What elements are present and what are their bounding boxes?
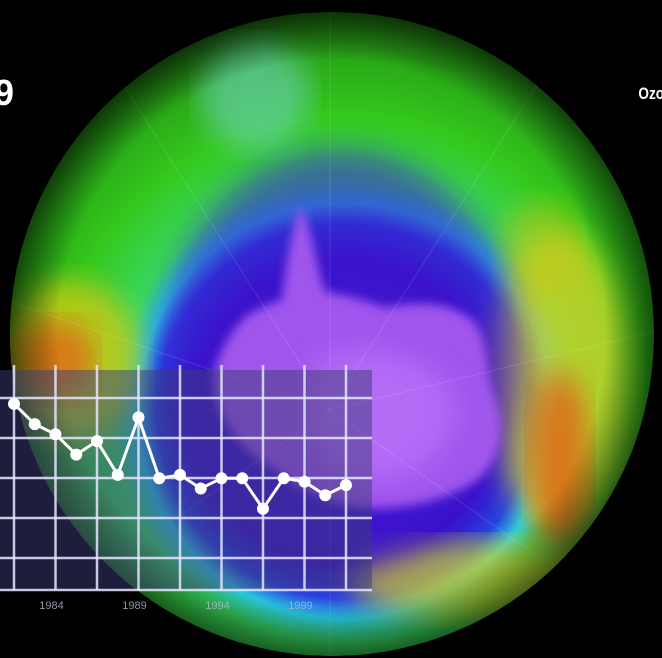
data-point bbox=[111, 468, 124, 481]
data-point bbox=[319, 489, 332, 502]
data-point bbox=[70, 448, 83, 461]
data-point bbox=[277, 472, 290, 485]
data-point bbox=[28, 418, 41, 431]
x-tick-label: 1984 bbox=[39, 600, 63, 612]
data-point bbox=[49, 428, 62, 441]
title-fragment-left: 9 bbox=[0, 72, 16, 113]
chart-x-axis: 1984 1989 1994 1999 bbox=[39, 600, 312, 612]
data-point bbox=[298, 475, 311, 488]
chart-series bbox=[8, 397, 352, 515]
data-point bbox=[132, 411, 145, 424]
x-tick-label: 1994 bbox=[205, 600, 229, 612]
chart-grid bbox=[0, 365, 372, 592]
data-point bbox=[8, 397, 20, 410]
title-fragment-right: Ozo bbox=[638, 84, 662, 103]
data-point bbox=[236, 472, 249, 485]
ozone-trend-chart: 1984 1989 1994 1999 bbox=[0, 365, 372, 612]
data-point bbox=[174, 468, 186, 481]
data-point bbox=[257, 502, 269, 515]
data-point bbox=[215, 472, 228, 485]
data-point bbox=[91, 435, 103, 448]
x-tick-label: 1999 bbox=[288, 600, 312, 612]
data-point bbox=[153, 472, 166, 485]
data-point bbox=[340, 479, 352, 492]
data-point bbox=[194, 482, 207, 495]
x-tick-label: 1989 bbox=[122, 600, 146, 612]
